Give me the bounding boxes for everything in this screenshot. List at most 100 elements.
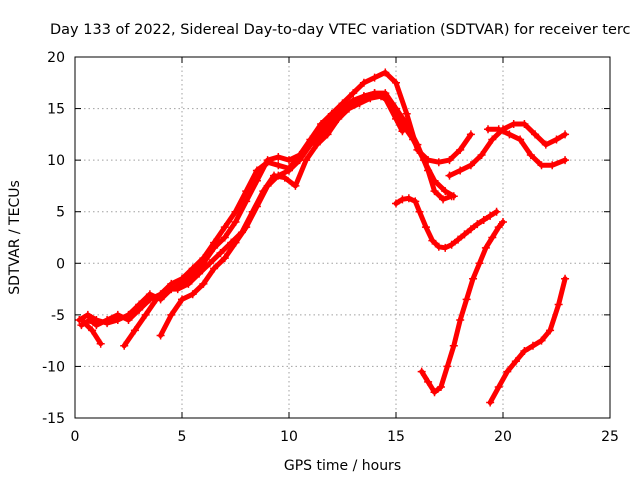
data-point [430, 187, 439, 196]
data-point [220, 223, 229, 232]
data-point [456, 316, 465, 325]
data-point [484, 125, 493, 134]
plot-frame [74, 56, 611, 419]
data-point [469, 274, 478, 283]
y-axis-label: SDTVAR / TECUs [7, 180, 23, 295]
data-point [317, 120, 326, 129]
data-point [466, 130, 475, 139]
data-point [439, 195, 448, 204]
data-point [156, 331, 165, 340]
data-point [220, 254, 229, 263]
data-point [428, 236, 437, 245]
data-point [445, 156, 454, 165]
data-point [548, 161, 557, 170]
series-track-5 [156, 89, 456, 340]
data-point [317, 130, 326, 139]
data-point [338, 109, 347, 118]
series-line [487, 276, 568, 405]
data-point [494, 223, 503, 232]
data-point [96, 339, 105, 348]
data-point [494, 125, 503, 134]
data-point [552, 135, 561, 144]
data-point [359, 92, 368, 101]
data-point [456, 145, 465, 154]
data-point [430, 388, 439, 397]
data-point [392, 78, 400, 87]
data-point [392, 199, 400, 208]
data-point [210, 238, 219, 247]
data-point [488, 233, 497, 242]
series-group [75, 68, 570, 407]
data-point [411, 197, 420, 206]
data-point [413, 140, 422, 149]
data-point [546, 326, 555, 335]
data-point [188, 290, 197, 299]
data-point [509, 120, 518, 129]
data-point [486, 398, 495, 407]
x-tick-label: 5 [178, 429, 187, 445]
x-tick-label: 20 [494, 429, 512, 445]
data-point [445, 171, 454, 180]
data-point [195, 269, 204, 278]
data-point [447, 192, 456, 201]
y-tick-label: 0 [56, 256, 65, 272]
data-point [511, 357, 520, 366]
data-point [167, 279, 176, 288]
data-point [83, 310, 92, 319]
data-point [327, 120, 336, 129]
data-point [205, 259, 214, 268]
y-tick-label: 20 [47, 50, 65, 66]
data-point [454, 235, 463, 244]
data-point [242, 223, 251, 232]
data-point [135, 305, 144, 314]
data-point [359, 78, 368, 87]
y-tick-label: -15 [42, 411, 65, 427]
data-point [263, 158, 272, 167]
x-tick-label: 10 [280, 429, 298, 445]
data-point [499, 218, 507, 227]
ticks: 0 5 10 15 20 25 -15 -10 -5 0 5 10 15 20 [42, 50, 619, 445]
data-point [199, 254, 208, 263]
data-point [441, 187, 450, 196]
data-point [424, 377, 433, 386]
series-line [121, 93, 457, 349]
data-point [561, 130, 570, 139]
data-point [503, 367, 512, 376]
data-point [184, 279, 193, 288]
data-point [473, 220, 482, 229]
series-track-8 [484, 125, 570, 170]
data-point [85, 316, 94, 325]
data-point [441, 243, 450, 252]
data-point [392, 104, 400, 113]
data-point [120, 341, 129, 350]
y-tick-label: -5 [51, 308, 65, 324]
data-point [274, 171, 283, 180]
data-point [124, 316, 133, 325]
data-point [475, 259, 484, 268]
data-point [554, 300, 563, 309]
y-tick-label: 15 [47, 102, 65, 118]
data-point [370, 73, 379, 82]
data-point [285, 166, 293, 175]
data-point [141, 310, 150, 319]
data-point [163, 285, 172, 294]
x-tick-label: 25 [601, 429, 619, 445]
data-point [103, 316, 112, 325]
y-tick-label: -10 [42, 359, 65, 375]
data-point [152, 295, 161, 304]
data-point [252, 166, 261, 175]
data-point [88, 326, 97, 335]
data-point [263, 181, 272, 190]
data-point [481, 243, 490, 252]
data-point [274, 153, 283, 162]
data-point [466, 161, 475, 170]
data-point [402, 109, 411, 118]
data-point [178, 274, 186, 283]
data-point [285, 156, 293, 165]
data-point [242, 187, 251, 196]
series-track-6 [392, 194, 501, 252]
data-point [306, 140, 315, 149]
data-point [492, 207, 501, 216]
data-point [486, 211, 495, 220]
series-track-9 [417, 218, 507, 397]
